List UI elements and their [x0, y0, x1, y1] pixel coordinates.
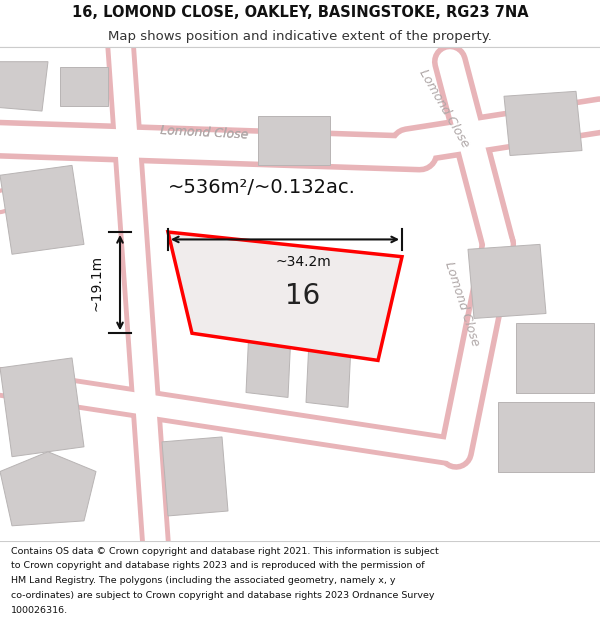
Text: Map shows position and indicative extent of the property.: Map shows position and indicative extent… — [108, 30, 492, 43]
Text: HM Land Registry. The polygons (including the associated geometry, namely x, y: HM Land Registry. The polygons (includin… — [11, 576, 395, 585]
Text: Lomond Close: Lomond Close — [416, 67, 472, 150]
Text: 16, LOMOND CLOSE, OAKLEY, BASINGSTOKE, RG23 7NA: 16, LOMOND CLOSE, OAKLEY, BASINGSTOKE, R… — [71, 5, 529, 20]
Polygon shape — [60, 67, 108, 106]
Text: Lomond Close: Lomond Close — [160, 124, 248, 142]
Polygon shape — [246, 264, 294, 398]
Polygon shape — [168, 232, 402, 361]
Polygon shape — [162, 437, 228, 516]
Text: ~19.1m: ~19.1m — [89, 254, 103, 311]
Text: Lomond Close: Lomond Close — [160, 124, 248, 142]
Text: to Crown copyright and database rights 2023 and is reproduced with the permissio: to Crown copyright and database rights 2… — [11, 561, 424, 570]
Polygon shape — [468, 244, 546, 318]
Text: 16: 16 — [286, 282, 320, 309]
Polygon shape — [0, 62, 48, 111]
Polygon shape — [0, 452, 96, 526]
Polygon shape — [498, 402, 594, 471]
Text: ~536m²/~0.132ac.: ~536m²/~0.132ac. — [168, 178, 356, 197]
Text: Lomond Close: Lomond Close — [442, 259, 482, 348]
Text: Contains OS data © Crown copyright and database right 2021. This information is : Contains OS data © Crown copyright and d… — [11, 546, 439, 556]
Text: co-ordinates) are subject to Crown copyright and database rights 2023 Ordnance S: co-ordinates) are subject to Crown copyr… — [11, 591, 434, 600]
Polygon shape — [516, 323, 594, 392]
Text: ~34.2m: ~34.2m — [275, 255, 331, 269]
Text: 100026316.: 100026316. — [11, 606, 68, 614]
Polygon shape — [0, 358, 84, 457]
Polygon shape — [258, 116, 330, 166]
Polygon shape — [306, 279, 354, 408]
Polygon shape — [0, 166, 84, 254]
Polygon shape — [504, 91, 582, 156]
